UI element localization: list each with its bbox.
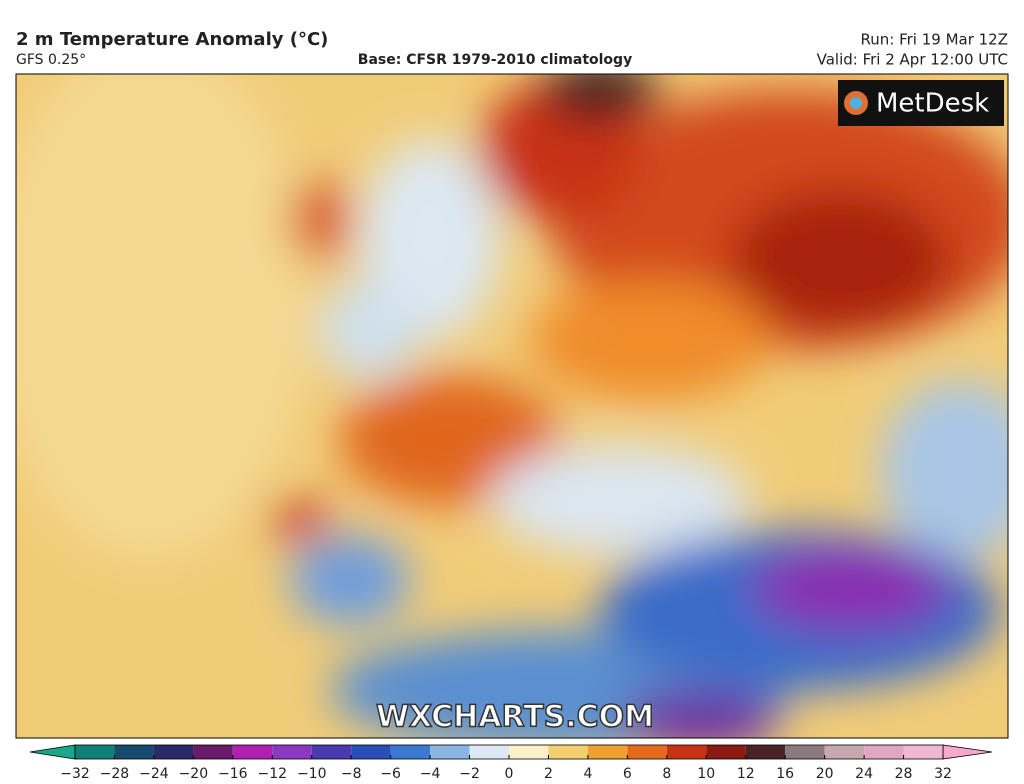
- colorbar-segment: [153, 745, 194, 759]
- colorbar-segment: [864, 745, 904, 759]
- colorbar-segment: [75, 745, 115, 759]
- colorbar-segment: [666, 745, 707, 759]
- logo: MetDesk: [876, 89, 989, 119]
- colorbar-segment: [627, 745, 667, 759]
- colorbar-high: [942, 744, 993, 760]
- colorbar-segment: [903, 745, 943, 759]
- colorbar-tick-label: 28: [895, 766, 913, 782]
- colorbar-tick-label: 24: [855, 766, 873, 782]
- colorbar-tick-label: −16: [218, 766, 248, 782]
- colorbar-segment: [193, 745, 233, 759]
- colorbar-segment: [745, 745, 786, 759]
- colorbar-segment: [351, 745, 391, 759]
- map: [16, 74, 1008, 738]
- colorbar-tick-label: 6: [623, 766, 632, 782]
- colorbar-segment: [272, 745, 312, 759]
- run: Run: Fri 19 Mar 12Z: [860, 31, 1008, 49]
- colorbar-tick-label: 20: [816, 766, 834, 782]
- title: 2 m Temperature Anomaly (°C): [16, 29, 328, 50]
- colorbar-segment: [509, 745, 549, 759]
- colorbar-tick-label: −8: [341, 766, 362, 782]
- colorbar-tick-label: −4: [420, 766, 441, 782]
- logo-icon-inner: [850, 97, 862, 109]
- colorbar-segment: [232, 745, 273, 759]
- colorbar-low: [29, 744, 76, 760]
- colorbar-tick-label: −10: [297, 766, 327, 782]
- valid: Valid: Fri 2 Apr 12:00 UTC: [817, 51, 1008, 69]
- colorbar-tick-label: 10: [697, 766, 715, 782]
- colorbar: −32 −28 −24 −20 −16 −12 −10 −8 −6 −4 −2 0 2 4 6 8 10 12 16…: [29, 744, 993, 782]
- colorbar-tick-label: −32: [60, 766, 90, 782]
- colorbar-segment: [548, 745, 588, 759]
- watermark: WXCHARTS.COM: [376, 700, 654, 735]
- colorbar-segment: [785, 745, 825, 759]
- colorbar-tick-label: −20: [179, 766, 209, 782]
- colorbar-segment: [114, 745, 154, 759]
- colorbar-segment: [430, 745, 470, 759]
- colorbar-tick-label: 12: [737, 766, 755, 782]
- base: Base: CFSR 1979-2010 climatology: [358, 52, 632, 68]
- colorbar-tick-label: −24: [139, 766, 169, 782]
- model: GFS 0.25°: [16, 52, 86, 68]
- colorbar-segment: [390, 745, 431, 759]
- colorbar-tick-label: 16: [776, 766, 794, 782]
- colorbar-segment: [824, 745, 865, 759]
- colorbar-segment: [311, 745, 352, 759]
- colorbar-tick-label: 8: [662, 766, 671, 782]
- colorbar-segment: [469, 745, 509, 759]
- colorbar-tick-label: 32: [934, 766, 952, 782]
- colorbar-tick-label: 2: [544, 766, 553, 782]
- colorbar-tick-label: −12: [257, 766, 287, 782]
- colorbar-segment: [706, 745, 746, 759]
- colorbar-tick-label: 0: [505, 766, 514, 782]
- colorbar-segment: [587, 745, 628, 759]
- colorbar-tick-label: −28: [100, 766, 130, 782]
- colorbar-tick-label: −6: [380, 766, 401, 782]
- colorbar-tick-label: 4: [583, 766, 592, 782]
- colorbar-tick-label: −2: [459, 766, 480, 782]
